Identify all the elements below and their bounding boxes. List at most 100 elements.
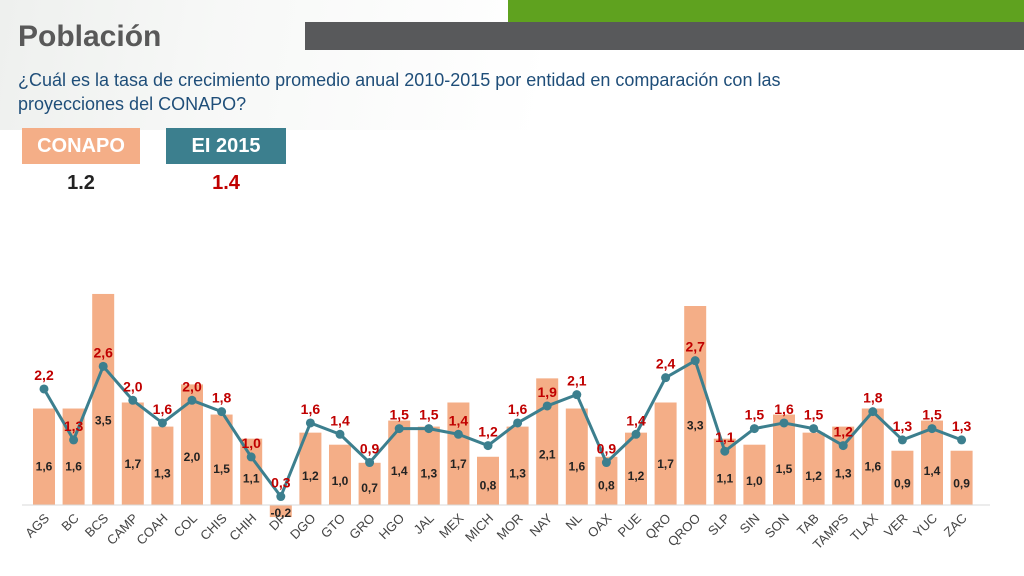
bar-value-label-ver: 0,9 xyxy=(894,476,911,490)
bar-value-label-zac: 0,9 xyxy=(953,476,970,490)
category-label-son: SON xyxy=(762,511,793,542)
ei2015-value-label-camp: 2,0 xyxy=(123,378,143,394)
ei2015-point-bcs xyxy=(98,361,108,371)
ei2015-value-label-mex: 1,4 xyxy=(449,412,469,428)
bar-value-label-tlax: 1,6 xyxy=(864,459,881,473)
ei2015-point-qro xyxy=(661,373,671,383)
ei2015-point-tab xyxy=(809,424,819,434)
ei2015-point-hgo xyxy=(394,424,404,434)
bar-value-label-nl: 1,6 xyxy=(568,459,585,473)
conapo-badge: CONAPO xyxy=(22,128,140,164)
category-label-mor: MOR xyxy=(494,511,526,543)
bar-value-label-bcs: 3,5 xyxy=(95,414,112,428)
bar-df xyxy=(269,505,292,518)
category-label-bc: BC xyxy=(58,511,81,534)
bar-jal xyxy=(417,426,440,505)
ei2015-value-label-bcs: 2,6 xyxy=(93,344,113,360)
ei2015-value-label-zac: 1,3 xyxy=(952,418,972,434)
bar-value-label-nay: 2,1 xyxy=(539,447,556,461)
ei2015-value-label-nay: 1,9 xyxy=(537,384,557,400)
ei2015-value-label-bc: 1,3 xyxy=(64,418,84,434)
bar-sin xyxy=(743,444,766,505)
ei2015-point-oax xyxy=(601,458,611,468)
ei2015-point-jal xyxy=(424,424,434,434)
ei2015-point-mich xyxy=(483,441,493,451)
category-label-zac: ZAC xyxy=(941,511,970,540)
ei2015-value-label-son: 1,6 xyxy=(774,401,794,417)
bar-value-label-chis: 1,5 xyxy=(213,462,230,476)
bar-value-label-mich: 0,8 xyxy=(480,479,497,493)
bar-value-label-tab: 1,2 xyxy=(805,469,822,483)
header-accent-gray xyxy=(305,22,1024,50)
category-label-coah: COAH xyxy=(133,511,170,548)
category-label-pue: PUE xyxy=(615,510,645,540)
ei2015-value-label-qroo: 2,7 xyxy=(685,339,705,355)
bar-value-label-yuc: 1,4 xyxy=(924,464,941,478)
ei2015-point-zac xyxy=(957,435,967,445)
conapo-average-value: 1.2 xyxy=(67,172,95,194)
bar-chis xyxy=(210,414,233,505)
bar-chih xyxy=(240,438,263,505)
bar-value-label-camp: 1,7 xyxy=(124,457,141,471)
category-label-col: COL xyxy=(171,511,201,541)
bar-mex xyxy=(447,402,470,505)
bar-value-label-son: 1,5 xyxy=(776,462,793,476)
bar-mich xyxy=(477,456,499,505)
ei2015-point-gto xyxy=(335,429,345,439)
ei2015-point-nay xyxy=(542,401,552,411)
ei2015-point-gro xyxy=(365,458,375,468)
ei2015-point-son xyxy=(779,418,789,428)
category-label-nay: NAY xyxy=(526,510,555,539)
category-label-mex: MEX xyxy=(436,510,467,541)
bar-yuc xyxy=(921,420,943,505)
bar-tlax xyxy=(861,408,884,505)
ei2015-value-label-coah: 1,6 xyxy=(153,401,173,417)
page-title: Población xyxy=(18,20,162,53)
ei2015-point-mex xyxy=(453,429,463,439)
ei2015-point-slp xyxy=(720,446,730,456)
ei2015-value-label-chih: 1,0 xyxy=(241,435,261,451)
header-background xyxy=(0,0,540,130)
ei2015-value-label-tab: 1,5 xyxy=(804,407,824,423)
ei2015-point-chis xyxy=(217,407,227,417)
category-label-qroo: QROO xyxy=(665,511,704,550)
ei2015-value-label-hgo: 1,5 xyxy=(389,407,409,423)
ei2015-value-label-jal: 1,5 xyxy=(419,407,439,423)
ei2015-average-value: 1.4 xyxy=(212,172,240,194)
bar-tab xyxy=(802,432,825,505)
ei2015-value-label-tamps: 1,2 xyxy=(833,424,853,440)
category-label-camp: CAMP xyxy=(104,511,141,548)
bar-value-label-qro: 1,7 xyxy=(657,457,674,471)
ei2015-value-label-nl: 2,1 xyxy=(567,373,587,389)
ei2015-point-yuc xyxy=(927,424,937,434)
bar-value-label-pue: 1,2 xyxy=(628,469,645,483)
page-subtitle: ¿Cuál es la tasa de crecimiento promedio… xyxy=(18,70,781,114)
bar-qro xyxy=(654,402,677,505)
ei2015-point-sin xyxy=(749,424,759,434)
ei2015-value-label-tlax: 1,8 xyxy=(863,390,883,406)
bar-value-label-col: 2,0 xyxy=(184,450,201,464)
ei2015-value-label-yuc: 1,5 xyxy=(922,407,942,423)
ei2015-value-label-qro: 2,4 xyxy=(656,356,676,372)
category-label-oax: OAX xyxy=(584,510,614,540)
category-label-mich: MICH xyxy=(462,511,496,545)
ei2015-value-label-gro: 0,9 xyxy=(360,441,380,457)
bar-col xyxy=(181,384,203,505)
ei2015-value-label-ver: 1,3 xyxy=(893,418,913,434)
bar-nl xyxy=(565,408,588,505)
ei2015-point-df xyxy=(276,492,286,502)
bar-tamps xyxy=(832,426,855,505)
category-label-slp: SLP xyxy=(705,511,733,539)
category-label-gto: GTO xyxy=(318,511,348,541)
bar-value-label-ags: 1,6 xyxy=(36,459,53,473)
bar-coah xyxy=(151,426,174,505)
category-label-ver: VER xyxy=(881,511,911,541)
bar-ags xyxy=(33,408,55,505)
header-accent-green xyxy=(508,0,1024,22)
line-layer xyxy=(39,356,967,502)
category-label-hgo: HGO xyxy=(376,511,408,543)
category-label-yuc: YUC xyxy=(910,511,940,541)
ei2015-point-tlax xyxy=(868,407,878,417)
ei2015-point-chih xyxy=(246,452,256,462)
ei2015-value-label-chis: 1,8 xyxy=(212,390,232,406)
